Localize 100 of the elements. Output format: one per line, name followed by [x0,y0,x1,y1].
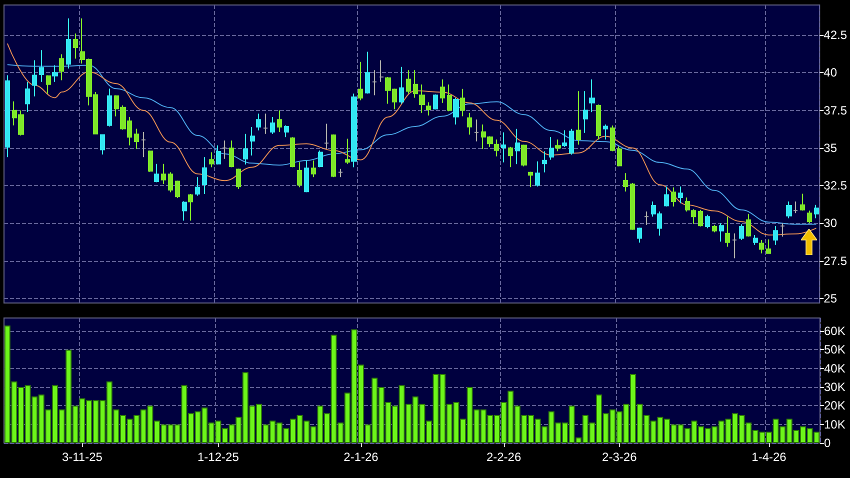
x-tick-label: 1-4-26 [752,450,787,464]
candlestick [753,234,758,246]
candlestick [134,128,139,150]
candlestick [358,61,363,101]
candlestick [154,163,159,183]
candlestick [542,150,547,173]
candlestick [345,138,350,164]
candlestick [426,102,431,116]
candlestick [719,222,724,242]
candlestick [515,128,520,165]
candlestick [202,156,207,195]
candlestick [250,126,255,156]
candlestick [5,74,10,158]
candlestick [474,119,479,142]
candlestick [46,74,51,94]
candlestick [501,132,506,163]
candlestick [331,134,336,178]
candlestick [243,133,248,166]
y-tick-label: 42.5 [824,28,848,42]
y-tick-label: 35 [824,140,838,155]
candlestick [807,210,812,224]
candlestick [732,232,737,259]
y-tick-label: 10K [824,417,846,432]
candlestick [623,172,628,192]
x-tick-label: 2-2-26 [486,450,522,464]
candlestick [175,180,180,198]
candlestick [440,78,445,104]
candlestick [419,84,425,114]
candlestick [698,209,703,228]
candlestick [780,222,785,238]
candlestick [324,123,329,150]
y-tick-label: 20K [824,398,846,413]
candlestick [786,201,792,219]
candlestick [284,124,289,138]
candlestick [399,66,404,104]
candlestick [59,54,64,81]
y-tick-label: 30 [824,216,838,230]
candlestick [814,204,819,219]
line-series [6,64,817,225]
y-tick-label: 30K [824,380,846,394]
candlestick [304,160,309,193]
candlestick [433,94,438,110]
candlestick [32,60,37,97]
candlestick [256,113,261,131]
y-tick-label: 60K [824,324,846,338]
y-tick-label: 37.5 [824,103,848,118]
candlestick [236,168,241,190]
x-tick-label: 3-11-25 [62,450,103,464]
candlestick [270,116,275,134]
candlestick [521,144,527,167]
candlestick [222,140,227,160]
candlestick [705,214,710,229]
x-tick-label: 2-3-26 [602,450,638,464]
y-tick-label: 27.5 [824,254,848,268]
candlestick [182,200,187,222]
candlestick [148,150,153,172]
candlestick [617,146,622,167]
candlestick [637,227,642,244]
candlestick [603,124,608,140]
candlestick [161,163,166,184]
y-tick-label: 40 [824,66,838,80]
candlestick [630,182,635,230]
candlestick [318,150,323,168]
candlestick [508,146,513,168]
candlestick [66,18,71,70]
candlestick [447,84,452,112]
candlestick [453,97,459,125]
candlestick [555,139,561,152]
candlestick [746,213,751,238]
candlestick [372,70,377,96]
candlestick [793,201,798,214]
candlestick [406,70,411,94]
candlestick [52,64,58,82]
candlestick [766,238,771,254]
candlestick [569,128,574,156]
candlestick [712,224,717,233]
candlestick [107,88,112,127]
candlestick [460,88,465,117]
candlestick [277,110,282,133]
candlestick [596,104,601,140]
candlestick [759,239,764,254]
candlestick [263,113,268,134]
candlestick [188,194,193,222]
candlestick [589,78,595,113]
y-tick-label: 32.5 [824,178,848,193]
candlestick [141,132,146,158]
candlestick [25,81,30,113]
candlestick [216,144,221,166]
candlestick [494,139,499,157]
candlestick [725,216,730,248]
candlestick [576,90,581,146]
candlestick [365,51,370,94]
candlestick [664,186,669,208]
candlestick [379,60,384,82]
candlestick [678,186,683,204]
candlestick [671,186,676,208]
candlestick [290,136,295,168]
candlestick [39,50,44,82]
candlestick [467,112,472,136]
x-tick-label: 2-1-26 [344,450,379,464]
